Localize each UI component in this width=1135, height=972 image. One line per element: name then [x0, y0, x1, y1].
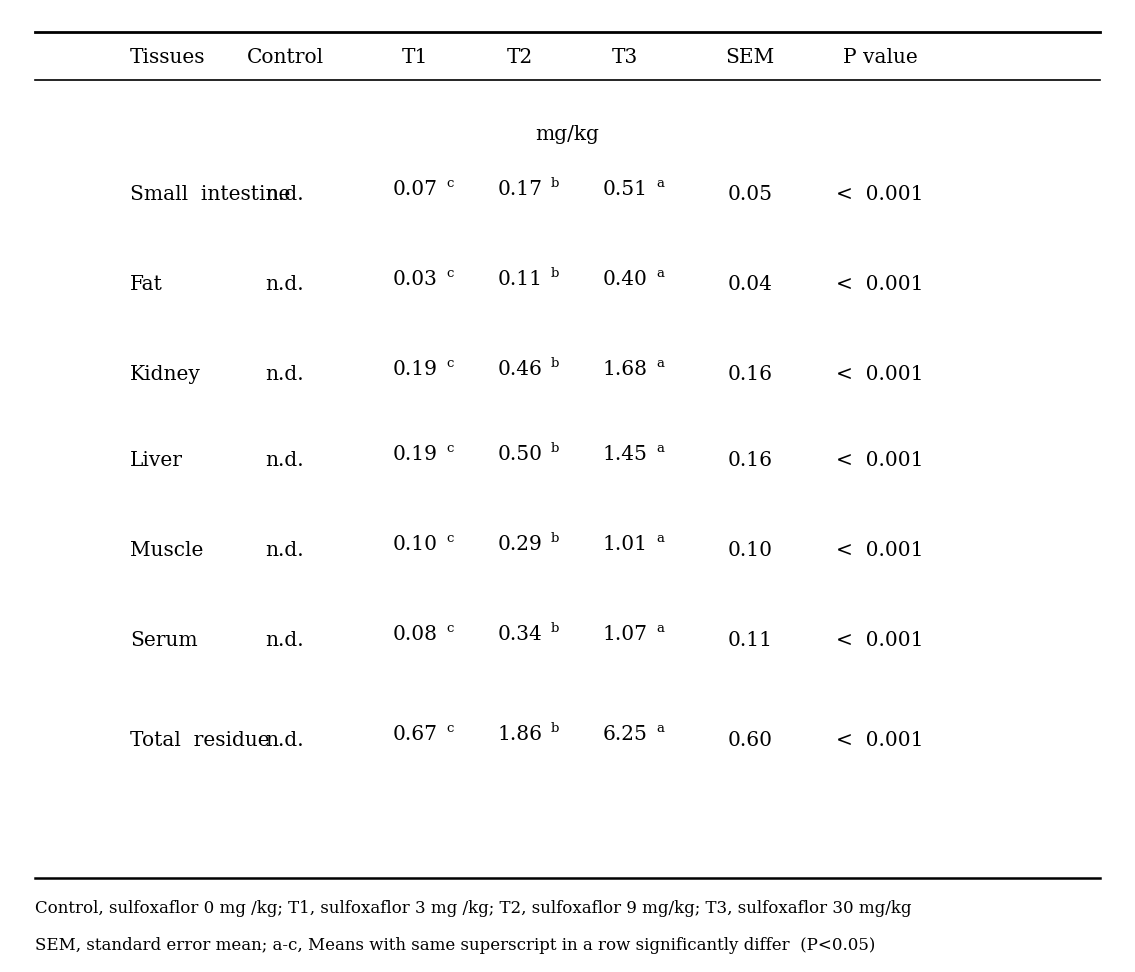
Text: <  0.001: < 0.001 — [836, 450, 924, 469]
Text: a: a — [656, 357, 664, 369]
Text: 1.45: 1.45 — [603, 445, 647, 464]
Text: a: a — [656, 177, 664, 190]
Text: 0.16: 0.16 — [728, 365, 773, 385]
Text: 0.29: 0.29 — [497, 535, 543, 554]
Text: b: b — [550, 621, 560, 635]
Text: Serum: Serum — [131, 631, 197, 649]
Text: Small  intestine: Small intestine — [131, 186, 291, 204]
Text: a: a — [656, 621, 664, 635]
Text: n.d.: n.d. — [266, 631, 304, 649]
Text: <  0.001: < 0.001 — [836, 631, 924, 649]
Text: 1.68: 1.68 — [603, 360, 647, 379]
Text: 0.07: 0.07 — [393, 180, 437, 199]
Text: <  0.001: < 0.001 — [836, 540, 924, 560]
Text: Control: Control — [246, 49, 323, 67]
Text: n.d.: n.d. — [266, 540, 304, 560]
Text: 0.19: 0.19 — [393, 360, 437, 379]
Text: 0.46: 0.46 — [497, 360, 543, 379]
Text: 0.11: 0.11 — [728, 631, 773, 649]
Text: b: b — [550, 266, 560, 280]
Text: 0.67: 0.67 — [393, 725, 437, 744]
Text: Liver: Liver — [131, 450, 183, 469]
Text: Muscle: Muscle — [131, 540, 203, 560]
Text: T2: T2 — [507, 49, 533, 67]
Text: 0.04: 0.04 — [728, 275, 773, 295]
Text: 0.50: 0.50 — [497, 445, 543, 464]
Text: b: b — [550, 357, 560, 369]
Text: a: a — [656, 532, 664, 544]
Text: 0.11: 0.11 — [497, 270, 543, 289]
Text: c: c — [446, 357, 453, 369]
Text: T3: T3 — [612, 49, 638, 67]
Text: c: c — [446, 177, 453, 190]
Text: 1.86: 1.86 — [497, 725, 543, 744]
Text: 0.10: 0.10 — [393, 535, 437, 554]
Text: c: c — [446, 532, 453, 544]
Text: 0.34: 0.34 — [497, 625, 543, 644]
Text: n.d.: n.d. — [266, 275, 304, 295]
Text: c: c — [446, 266, 453, 280]
Text: Tissues: Tissues — [131, 49, 205, 67]
Text: n.d.: n.d. — [266, 450, 304, 469]
Text: 0.60: 0.60 — [728, 731, 773, 749]
Text: c: c — [446, 721, 453, 735]
Text: 0.40: 0.40 — [603, 270, 647, 289]
Text: <  0.001: < 0.001 — [836, 731, 924, 749]
Text: c: c — [446, 441, 453, 455]
Text: <  0.001: < 0.001 — [836, 365, 924, 385]
Text: Kidney: Kidney — [131, 365, 201, 385]
Text: 0.03: 0.03 — [393, 270, 437, 289]
Text: 0.05: 0.05 — [728, 186, 773, 204]
Text: 0.51: 0.51 — [603, 180, 647, 199]
Text: b: b — [550, 721, 560, 735]
Text: b: b — [550, 441, 560, 455]
Text: a: a — [656, 266, 664, 280]
Text: SEM: SEM — [725, 49, 774, 67]
Text: <  0.001: < 0.001 — [836, 186, 924, 204]
Text: b: b — [550, 532, 560, 544]
Text: SEM, standard error mean; a-c, Means with same superscript in a row significantl: SEM, standard error mean; a-c, Means wit… — [35, 936, 875, 954]
Text: c: c — [446, 621, 453, 635]
Text: 0.10: 0.10 — [728, 540, 773, 560]
Text: 0.19: 0.19 — [393, 445, 437, 464]
Text: Total  residue: Total residue — [131, 731, 270, 749]
Text: n.d.: n.d. — [266, 731, 304, 749]
Text: 6.25: 6.25 — [603, 725, 647, 744]
Text: 0.16: 0.16 — [728, 450, 773, 469]
Text: 0.17: 0.17 — [497, 180, 543, 199]
Text: n.d.: n.d. — [266, 365, 304, 385]
Text: a: a — [656, 721, 664, 735]
Text: 0.08: 0.08 — [393, 625, 437, 644]
Text: <  0.001: < 0.001 — [836, 275, 924, 295]
Text: Control, sulfoxaflor 0 mg /kg; T1, sulfoxaflor 3 mg /kg; T2, sulfoxaflor 9 mg/kg: Control, sulfoxaflor 0 mg /kg; T1, sulfo… — [35, 899, 911, 917]
Text: mg/kg: mg/kg — [535, 125, 599, 145]
Text: 1.07: 1.07 — [603, 625, 647, 644]
Text: P value: P value — [842, 49, 917, 67]
Text: T1: T1 — [402, 49, 428, 67]
Text: Fat: Fat — [131, 275, 163, 295]
Text: 1.01: 1.01 — [603, 535, 647, 554]
Text: n.d.: n.d. — [266, 186, 304, 204]
Text: a: a — [656, 441, 664, 455]
Text: b: b — [550, 177, 560, 190]
